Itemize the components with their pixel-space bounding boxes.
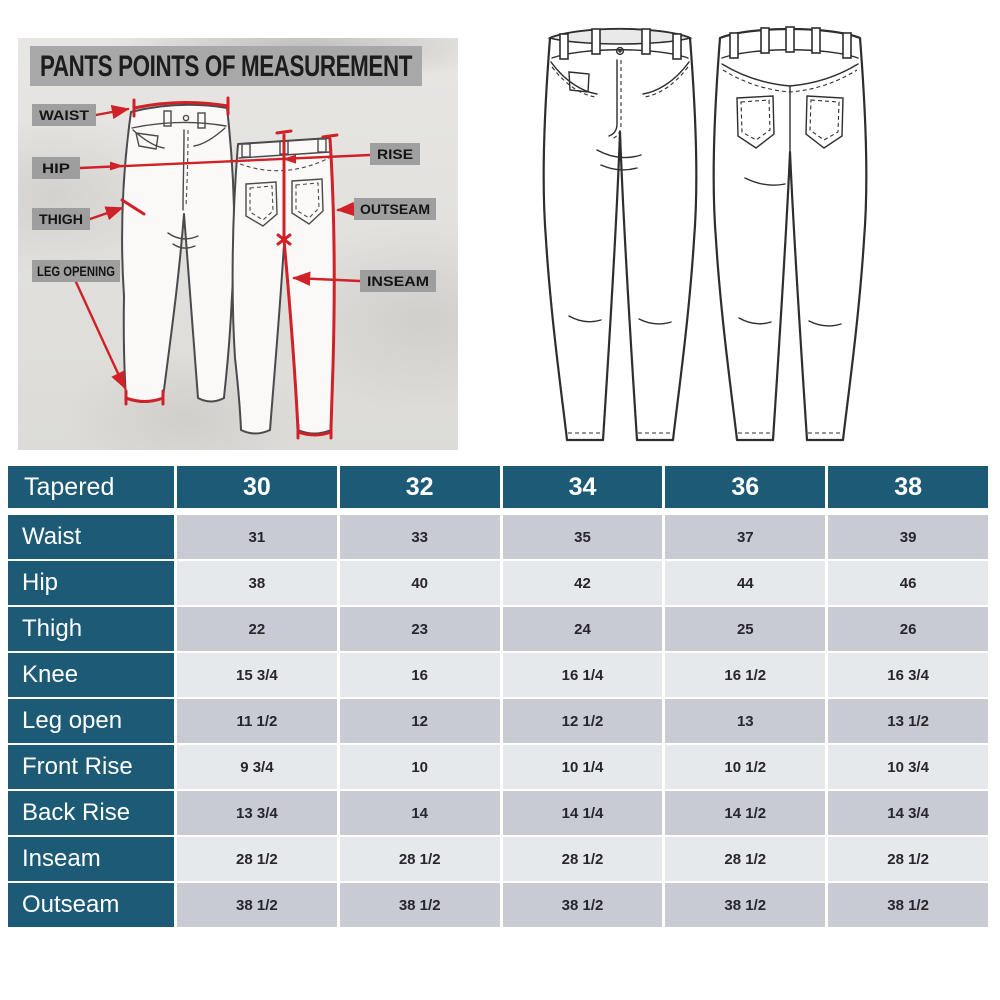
size-value: 16 1/2 <box>662 651 826 697</box>
row-label: Hip <box>8 559 174 605</box>
size-column-header: 32 <box>336 466 500 508</box>
size-value: 38 1/2 <box>174 881 337 927</box>
inseam-label: INSEAM <box>367 273 429 289</box>
size-value: 42 <box>499 559 663 605</box>
size-value: 10 <box>336 743 500 789</box>
jeans-flat-sketch-panel <box>505 18 985 458</box>
size-value: 15 3/4 <box>174 651 337 697</box>
measurement-lines <box>74 96 372 440</box>
row-label: Outseam <box>8 881 174 927</box>
label-outseam: OUTSEAM <box>354 198 436 220</box>
table-row-hip: Hip 38 40 42 44 46 <box>8 559 988 605</box>
jeans-flats <box>542 26 868 442</box>
size-value: 39 <box>825 508 988 559</box>
size-value: 16 1/4 <box>499 651 663 697</box>
size-value: 31 <box>174 508 337 559</box>
size-value: 44 <box>662 559 826 605</box>
size-value: 23 <box>336 605 500 651</box>
label-thigh: THIGH <box>32 208 90 230</box>
rise-label: RISE <box>377 146 413 162</box>
size-value: 38 1/2 <box>336 881 500 927</box>
diagram-title: PANTS POINTS OF MEASUREMENT <box>40 50 412 83</box>
size-value: 38 1/2 <box>662 881 826 927</box>
size-value: 28 1/2 <box>662 835 826 881</box>
front-pants-drawing <box>121 103 236 403</box>
size-value: 28 1/2 <box>336 835 500 881</box>
size-value: 9 3/4 <box>174 743 337 789</box>
size-value: 13 1/2 <box>825 697 988 743</box>
label-waist: WAIST <box>32 104 96 126</box>
size-value: 38 1/2 <box>825 881 988 927</box>
size-value: 14 3/4 <box>825 789 988 835</box>
hip-label: HIP <box>42 160 70 176</box>
table-row-inseam: Inseam 28 1/2 28 1/2 28 1/2 28 1/2 28 1/… <box>8 835 988 881</box>
size-value: 25 <box>662 605 826 651</box>
measurement-diagram-panel: PANTS POINTS OF MEASUREMENT <box>18 38 458 450</box>
size-value: 28 1/2 <box>499 835 663 881</box>
leg-opening-label: LEG OPENING <box>37 263 115 279</box>
jeans-back-view-sketch <box>712 26 868 442</box>
size-value: 10 1/2 <box>662 743 826 789</box>
row-label: Waist <box>8 508 174 559</box>
size-value: 13 3/4 <box>174 789 337 835</box>
size-column-header: 38 <box>825 466 988 508</box>
waist-label: WAIST <box>39 107 89 123</box>
row-label: Leg open <box>8 697 174 743</box>
size-value: 14 1/4 <box>499 789 663 835</box>
size-value: 24 <box>499 605 663 651</box>
size-value: 22 <box>174 605 337 651</box>
size-value: 37 <box>662 508 826 559</box>
size-value: 13 <box>662 697 826 743</box>
table-row-outseam: Outseam 38 1/2 38 1/2 38 1/2 38 1/2 38 1… <box>8 881 988 927</box>
row-label: Front Rise <box>8 743 174 789</box>
size-column-header: 34 <box>499 466 663 508</box>
size-value: 12 1/2 <box>499 697 663 743</box>
table-row-thigh: Thigh 22 23 24 25 26 <box>8 605 988 651</box>
diagram-title-band: PANTS POINTS OF MEASUREMENT <box>30 46 422 86</box>
size-column-header: 36 <box>662 466 826 508</box>
label-inseam: INSEAM <box>360 270 436 292</box>
row-label: Inseam <box>8 835 174 881</box>
size-value: 10 1/4 <box>499 743 663 789</box>
size-value: 11 1/2 <box>174 697 337 743</box>
thigh-label: THIGH <box>39 211 83 227</box>
table-row-knee: Knee 15 3/4 16 16 1/4 16 1/2 16 3/4 <box>8 651 988 697</box>
size-value: 46 <box>825 559 988 605</box>
table-row-front-rise: Front Rise 9 3/4 10 10 1/4 10 1/2 10 3/4 <box>8 743 988 789</box>
outseam-label: OUTSEAM <box>360 201 430 217</box>
size-system-header: Tapered <box>8 466 174 508</box>
size-value: 12 <box>336 697 500 743</box>
row-label: Back Rise <box>8 789 174 835</box>
size-value: 28 1/2 <box>825 835 988 881</box>
table-row-waist: Waist 31 33 35 37 39 <box>8 508 988 559</box>
table-row-back-rise: Back Rise 13 3/4 14 14 1/4 14 1/2 14 3/4 <box>8 789 988 835</box>
row-label: Knee <box>8 651 174 697</box>
size-value: 14 <box>336 789 500 835</box>
table-row-leg-open: Leg open 11 1/2 12 12 1/2 13 13 1/2 <box>8 697 988 743</box>
row-label: Thigh <box>8 605 174 651</box>
size-value: 35 <box>499 508 663 559</box>
size-value: 26 <box>825 605 988 651</box>
label-rise: RISE <box>370 143 420 165</box>
size-value: 10 3/4 <box>825 743 988 789</box>
size-value: 38 <box>174 559 337 605</box>
label-hip: HIP <box>32 157 80 179</box>
size-value: 40 <box>336 559 500 605</box>
size-value: 33 <box>336 508 500 559</box>
size-value: 14 1/2 <box>662 789 826 835</box>
jeans-front-view-sketch <box>542 27 698 442</box>
measurement-diagram: PANTS POINTS OF MEASUREMENT <box>30 46 436 440</box>
size-value: 28 1/2 <box>174 835 337 881</box>
size-table: Tapered 30 32 34 36 38 Waist 31 33 35 37… <box>8 466 988 927</box>
label-leg-opening: LEG OPENING <box>32 260 120 282</box>
size-value: 38 1/2 <box>499 881 663 927</box>
size-value: 16 <box>336 651 500 697</box>
size-value: 16 3/4 <box>825 651 988 697</box>
size-table-header-row: Tapered 30 32 34 36 38 <box>8 466 988 508</box>
size-column-header: 30 <box>174 466 337 508</box>
